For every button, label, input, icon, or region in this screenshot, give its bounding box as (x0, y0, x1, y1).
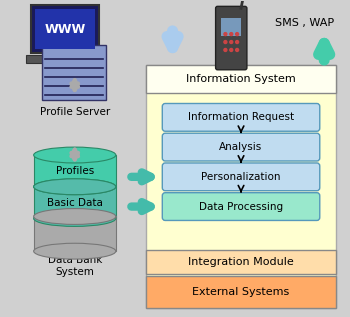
Circle shape (224, 33, 227, 36)
Bar (34, 155, 116, 187)
Text: Integration Module: Integration Module (188, 257, 294, 267)
Bar (146, 250, 336, 274)
Circle shape (236, 49, 239, 51)
Text: Data Bank
System: Data Bank System (48, 255, 102, 277)
Bar (31, 5, 99, 53)
Text: SMS , WAP: SMS , WAP (275, 18, 334, 28)
Text: Information System: Information System (186, 74, 296, 84)
Ellipse shape (34, 243, 116, 259)
Text: Data Processing: Data Processing (199, 202, 283, 211)
Bar (146, 276, 336, 308)
Text: Basic Data: Basic Data (47, 197, 103, 208)
Bar (42, 45, 106, 100)
Text: Information Request: Information Request (188, 112, 294, 122)
Text: Personalization: Personalization (201, 172, 281, 182)
Bar (146, 65, 336, 308)
Bar (35, 9, 95, 49)
Circle shape (236, 41, 239, 43)
FancyBboxPatch shape (162, 103, 320, 131)
FancyBboxPatch shape (216, 6, 247, 70)
Circle shape (224, 41, 227, 43)
Text: Profiles: Profiles (56, 166, 94, 176)
Circle shape (236, 33, 239, 36)
FancyBboxPatch shape (162, 133, 320, 161)
Bar (34, 187, 116, 218)
Ellipse shape (34, 179, 116, 195)
Text: External Systems: External Systems (193, 287, 290, 297)
Text: Analysis: Analysis (219, 142, 262, 152)
Ellipse shape (34, 210, 116, 226)
Circle shape (224, 49, 227, 51)
Bar (26, 55, 104, 63)
Circle shape (230, 49, 233, 51)
Circle shape (230, 41, 233, 43)
Bar (146, 65, 336, 93)
Bar (222, 18, 241, 36)
Circle shape (230, 33, 233, 36)
Ellipse shape (34, 179, 116, 195)
Text: Profile Server: Profile Server (40, 107, 110, 117)
Text: WWW: WWW (44, 23, 86, 36)
FancyBboxPatch shape (162, 193, 320, 220)
Bar (34, 217, 116, 251)
FancyBboxPatch shape (162, 163, 320, 191)
Ellipse shape (34, 209, 116, 224)
Ellipse shape (34, 147, 116, 163)
